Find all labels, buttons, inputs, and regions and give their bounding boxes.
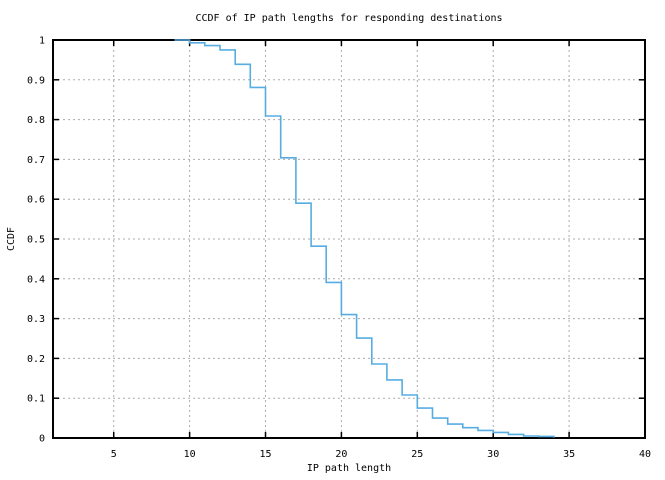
y-tick-label: 0.7 (27, 155, 45, 166)
chart-title: CCDF of IP path lengths for responding d… (195, 13, 502, 24)
x-tick-label: 25 (411, 449, 423, 460)
x-tick-label: 10 (184, 449, 196, 460)
y-tick-label: 0.2 (27, 354, 45, 365)
x-tick-label: 20 (335, 449, 347, 460)
y-tick-labels: 0 0.1 0.2 0.3 0.4 0.5 0.6 0.7 0.8 0.9 1 (27, 36, 45, 445)
y-tick-label: 0.6 (27, 195, 45, 206)
plot-border (52, 39, 646, 439)
y-tick-label: 0 (39, 434, 45, 445)
y-axis-label: CCDF (6, 227, 17, 251)
y-tick-label: 0.8 (27, 115, 45, 126)
y-tick-label: 0.3 (27, 314, 45, 325)
y-tick-label: 0.1 (27, 394, 45, 405)
x-axis-label: IP path length (307, 463, 391, 474)
gridlines (53, 40, 646, 438)
x-tick-label: 5 (111, 449, 117, 460)
x-tick-label: 30 (487, 449, 499, 460)
x-tick-label: 15 (259, 449, 271, 460)
ccdf-step-line (174, 39, 555, 438)
y-tick-label: 1 (39, 36, 45, 47)
x-tick-labels: 5 10 15 20 25 30 35 40 (111, 449, 651, 460)
x-tick-label: 35 (563, 449, 575, 460)
y-tick-label: 0.4 (27, 274, 45, 285)
y-tick-label: 0.5 (27, 235, 45, 246)
x-tick-label: 40 (639, 449, 651, 460)
y-tick-label: 0.9 (27, 75, 45, 86)
